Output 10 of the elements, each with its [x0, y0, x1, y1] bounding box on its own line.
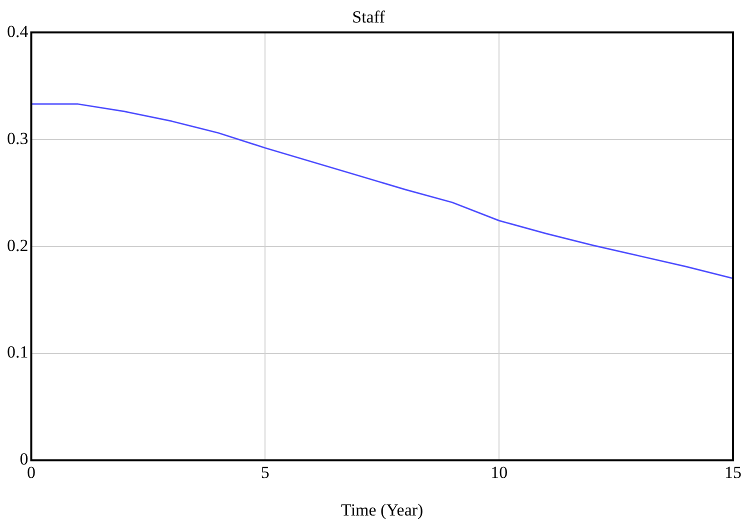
y-tick-label: 0.4	[7, 22, 29, 41]
x-tick-label: 10	[490, 462, 508, 482]
x-axis-title: Time (Year)	[341, 500, 424, 520]
y-tick-label: 0.3	[7, 128, 28, 148]
y-tick-label: 0.2	[7, 236, 28, 255]
y-tick-label: 0	[20, 450, 28, 469]
chart-title: Staff	[352, 8, 386, 27]
x-tick-label: 15	[724, 462, 742, 482]
x-tick-label: 5	[260, 462, 270, 482]
y-tick-label: 0.1	[7, 342, 28, 362]
